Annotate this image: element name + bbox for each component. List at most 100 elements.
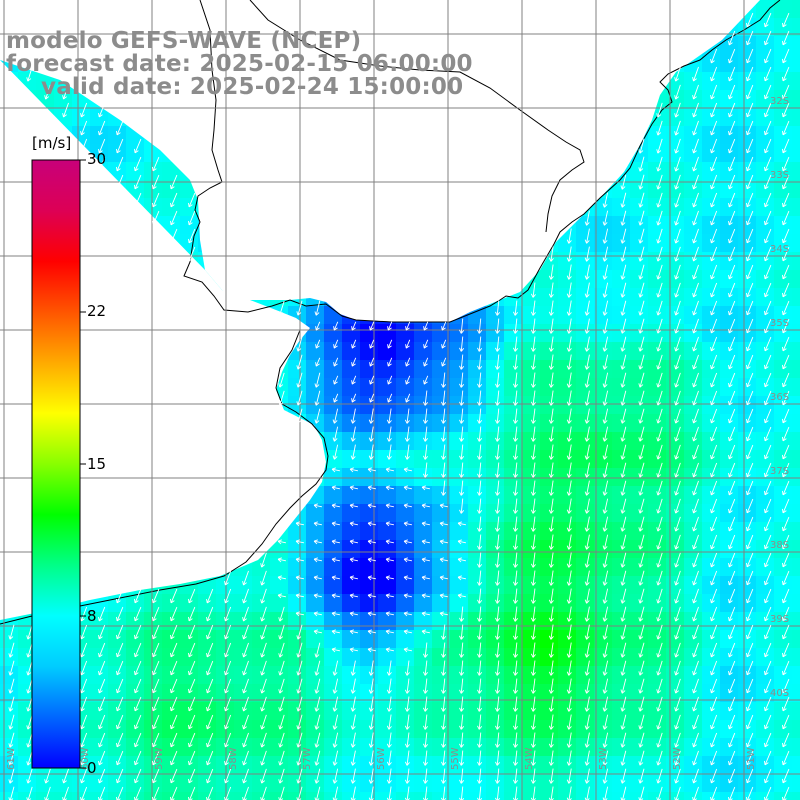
wind-arrow	[763, 318, 772, 334]
speed-cell	[504, 522, 523, 541]
latitude-label: 32S	[770, 96, 789, 107]
speed-cell	[738, 270, 757, 289]
speed-cell	[792, 414, 800, 433]
speed-cell	[666, 558, 685, 577]
wind-arrow	[602, 516, 609, 532]
speed-cell	[468, 558, 487, 577]
wind-arrow	[763, 462, 772, 478]
wind-arrow	[763, 138, 772, 154]
speed-cell	[576, 666, 595, 685]
wind-arrow	[26, 768, 33, 784]
wind-arrow	[710, 768, 718, 784]
wind-arrow	[674, 498, 681, 514]
speed-cell	[612, 234, 631, 253]
longitude-label: 58W	[228, 747, 239, 770]
wind-arrow	[674, 138, 681, 154]
wind-arrow	[133, 678, 142, 694]
speed-cell	[684, 612, 703, 631]
wind-arrow	[781, 714, 790, 730]
wind-arrow	[746, 174, 754, 190]
speed-cell	[738, 288, 757, 307]
speed-cell	[684, 540, 703, 559]
wind-arrow	[441, 357, 447, 367]
speed-cell	[594, 396, 613, 415]
speed-cell	[576, 450, 595, 469]
speed-cell	[396, 396, 415, 415]
speed-cell	[450, 468, 469, 487]
wind-arrow	[746, 282, 754, 298]
speed-cell	[720, 90, 739, 109]
wind-arrow	[277, 557, 287, 563]
wind-arrow	[674, 624, 681, 640]
wind-arrow	[151, 156, 160, 172]
speed-cell	[522, 432, 541, 451]
speed-cell	[792, 504, 800, 523]
speed-cell	[378, 360, 397, 379]
speed-cell	[18, 774, 37, 793]
speed-cell	[162, 162, 181, 181]
wind-arrow	[133, 588, 142, 604]
speed-cell	[324, 396, 343, 415]
speed-cell	[324, 486, 343, 505]
wind-arrow	[710, 210, 718, 226]
speed-cell	[144, 648, 163, 667]
wind-arrow	[746, 228, 754, 244]
speed-cell	[612, 720, 631, 739]
speed-cell	[594, 342, 613, 361]
speed-cell	[396, 594, 415, 613]
wind-arrow	[477, 498, 483, 514]
title-forecast-date: forecast date: 2025-02-15 06:00:00	[6, 51, 473, 77]
speed-cell	[576, 720, 595, 739]
speed-cell	[576, 360, 595, 379]
speed-cell	[450, 378, 469, 397]
speed-cell	[594, 486, 613, 505]
wind-arrow	[620, 750, 627, 766]
wind-arrow	[710, 336, 718, 352]
speed-cell	[414, 756, 433, 775]
wind-arrow	[313, 539, 323, 545]
speed-cell	[702, 360, 721, 379]
speed-cell	[720, 126, 739, 145]
wind-arrow	[674, 390, 681, 406]
wind-arrow	[620, 300, 627, 316]
speed-cell	[324, 468, 343, 487]
speed-cell	[576, 396, 595, 415]
speed-cell	[792, 126, 800, 145]
wind-arrow	[584, 300, 590, 316]
speed-cell	[648, 162, 667, 181]
speed-cell	[648, 324, 667, 343]
wind-arrow	[242, 732, 249, 748]
speed-cell	[270, 648, 289, 667]
speed-cell	[594, 306, 613, 325]
speed-cell	[738, 720, 757, 739]
wind-arrow	[728, 30, 736, 46]
speed-cell	[270, 720, 289, 739]
wind-arrow	[421, 485, 431, 491]
speed-cell	[720, 324, 739, 343]
speed-cell	[684, 774, 703, 793]
wind-arrow	[441, 408, 447, 424]
wind-arrow	[368, 444, 374, 460]
speed-cell	[594, 450, 613, 469]
speed-cell	[720, 180, 739, 199]
speed-cell	[324, 504, 343, 523]
wind-arrow	[781, 408, 790, 424]
wind-arrow	[315, 321, 321, 331]
wind-arrow	[710, 192, 718, 208]
wind-arrow	[638, 624, 645, 640]
speed-cell	[684, 432, 703, 451]
wind-arrow	[98, 678, 106, 694]
speed-cell	[720, 306, 739, 325]
wind-arrow	[584, 462, 590, 478]
wind-arrow	[422, 390, 429, 406]
speed-cell	[576, 756, 595, 775]
speed-cell	[720, 450, 739, 469]
wind-arrow	[44, 84, 51, 100]
wind-arrow	[746, 156, 754, 172]
speed-cell	[720, 576, 739, 595]
speed-cell	[378, 684, 397, 703]
speed-cell	[558, 774, 577, 793]
wind-arrow	[8, 678, 15, 694]
speed-cell	[414, 738, 433, 757]
speed-cell	[648, 594, 667, 613]
